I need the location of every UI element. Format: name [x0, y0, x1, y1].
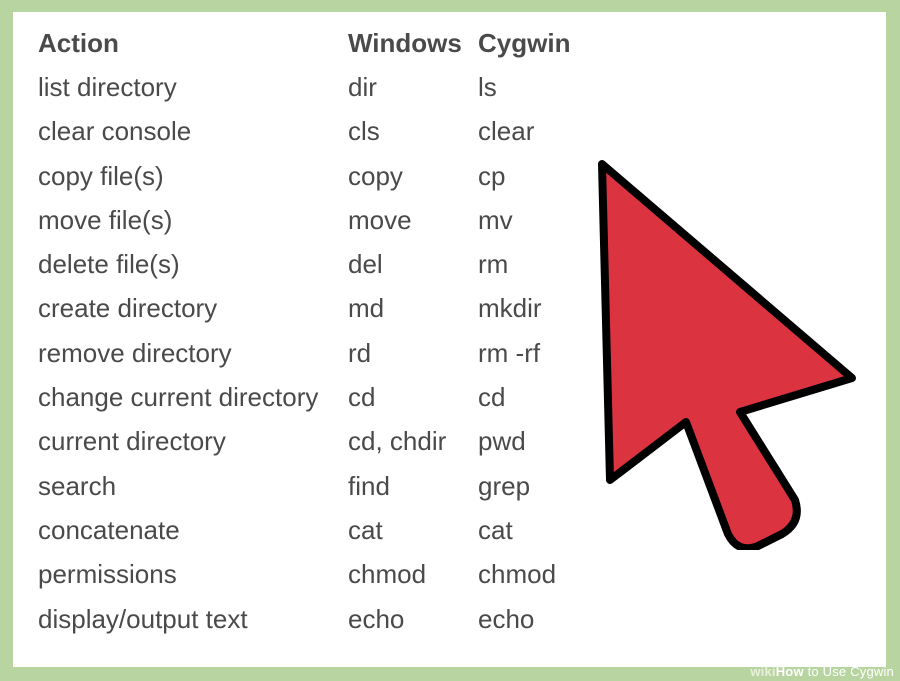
cell-action: permissions	[38, 559, 177, 590]
cell-windows: rd	[348, 337, 372, 368]
cell-windows: chmod	[348, 559, 427, 590]
cell-action: concatenate	[38, 514, 180, 545]
cell-windows: cls	[348, 116, 380, 147]
table-row: search find grep	[38, 464, 598, 508]
wikihow-watermark: wikiHow to Use Cygwin	[750, 664, 894, 679]
cell-action: remove directory	[38, 337, 232, 368]
table-row: display/output text echo echo	[38, 597, 598, 641]
cell-windows: cd	[348, 382, 376, 413]
cell-cygwin: pwd	[478, 426, 526, 457]
cell-windows: find	[348, 470, 390, 501]
cell-windows: md	[348, 293, 385, 324]
table-row: list directory dir ls	[38, 65, 598, 109]
cell-action: move file(s)	[38, 204, 173, 235]
cell-cygwin: grep	[478, 470, 531, 501]
cell-action: change current directory	[38, 382, 319, 413]
header-cygwin: Cygwin	[478, 27, 571, 58]
cell-cygwin: ls	[478, 71, 497, 102]
cell-windows: echo	[348, 603, 405, 634]
table-row: change current directory cd cd	[38, 375, 598, 419]
cell-windows: cd, chdir	[348, 426, 447, 457]
table-row: current directory cd, chdir pwd	[38, 420, 598, 464]
table-row: move file(s) move mv	[38, 198, 598, 242]
table-row: copy file(s) copy cp	[38, 154, 598, 198]
cell-action: copy file(s)	[38, 160, 164, 191]
cell-windows: dir	[348, 71, 377, 102]
cell-windows: cat	[348, 514, 383, 545]
command-table: Action Windows Cygwin list directory dir…	[38, 21, 598, 641]
table-row: concatenate cat cat	[38, 508, 598, 552]
cell-action: delete file(s)	[38, 249, 180, 280]
cell-cygwin: cd	[478, 382, 506, 413]
cell-cygwin: mv	[478, 204, 513, 235]
table-row: permissions chmod chmod	[38, 553, 598, 597]
cell-windows: move	[348, 204, 412, 235]
watermark-title: to Use Cygwin	[803, 664, 894, 679]
cell-cygwin: cp	[478, 160, 506, 191]
cell-windows: del	[348, 249, 383, 280]
cell-cygwin: chmod	[478, 559, 557, 590]
cell-action: current directory	[38, 426, 226, 457]
watermark-wiki: wiki	[750, 664, 776, 679]
cell-action: search	[38, 470, 117, 501]
cell-cygwin: mkdir	[478, 293, 542, 324]
header-action: Action	[38, 27, 119, 58]
table-header-row: Action Windows Cygwin	[38, 21, 598, 65]
arrow-cursor-icon	[590, 150, 860, 553]
table-row: remove directory rd rm -rf	[38, 331, 598, 375]
header-windows: Windows	[348, 27, 462, 58]
cell-cygwin: echo	[478, 603, 535, 634]
cell-action: list directory	[38, 71, 177, 102]
cell-windows: copy	[348, 160, 403, 191]
cell-cygwin: rm	[478, 249, 509, 280]
cell-cygwin: clear	[478, 116, 535, 147]
table-row: delete file(s) del rm	[38, 242, 598, 286]
cell-cygwin: cat	[478, 514, 513, 545]
cell-action: clear console	[38, 116, 192, 147]
cell-cygwin: rm -rf	[478, 337, 541, 368]
cell-action: display/output text	[38, 603, 248, 634]
table-row: create directory md mkdir	[38, 287, 598, 331]
table-row: clear console cls clear	[38, 110, 598, 154]
cell-action: create directory	[38, 293, 218, 324]
watermark-how: How	[775, 664, 804, 679]
